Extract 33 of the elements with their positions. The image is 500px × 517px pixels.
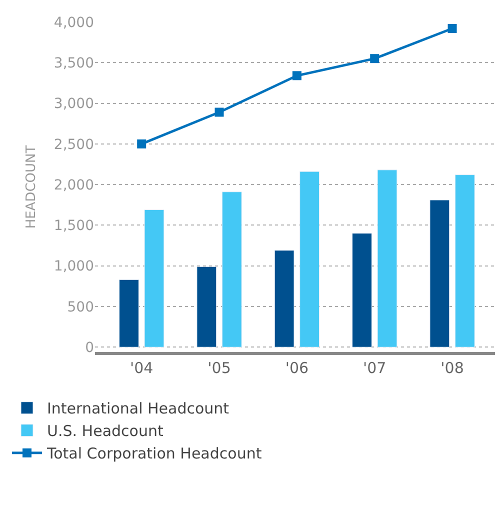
y-tick-label: 2,000 [54,177,94,194]
point [137,139,146,148]
bar [274,250,294,348]
point [214,108,224,117]
y-tick-label: 3,500 [54,56,94,72]
bar [119,279,139,348]
x-tick-label: '05 [208,359,231,377]
y-tick-label: 3,000 [54,96,94,112]
x-tick-label: '06 [285,359,309,377]
y-tick-label: 1,500 [54,218,94,234]
y-tick-label: 1,000 [54,258,94,275]
point [448,24,457,33]
bar [144,210,164,348]
point [292,71,302,80]
x-tick-label: '08 [440,359,464,377]
y-tick-label: 0 [85,340,94,356]
x-tick-label: '07 [363,359,386,377]
bar [430,200,450,348]
legend-label: Total Corporation Headcount [46,444,262,463]
bar [300,171,320,348]
bar [352,233,372,348]
legend-label: International Headcount [47,400,230,418]
bar [222,192,242,348]
bar [377,170,398,348]
bar [454,174,475,348]
y-tick-label: 2,500 [54,136,94,153]
y-axis-title: HEADCOUNT [24,145,39,229]
x-tick-label: '04 [130,359,154,377]
y-tick-label: 500 [67,299,94,316]
bar [196,266,217,348]
y-tick-label: 4,000 [54,14,94,31]
legend-label: U.S. Headcount [47,422,164,440]
point [370,54,380,64]
